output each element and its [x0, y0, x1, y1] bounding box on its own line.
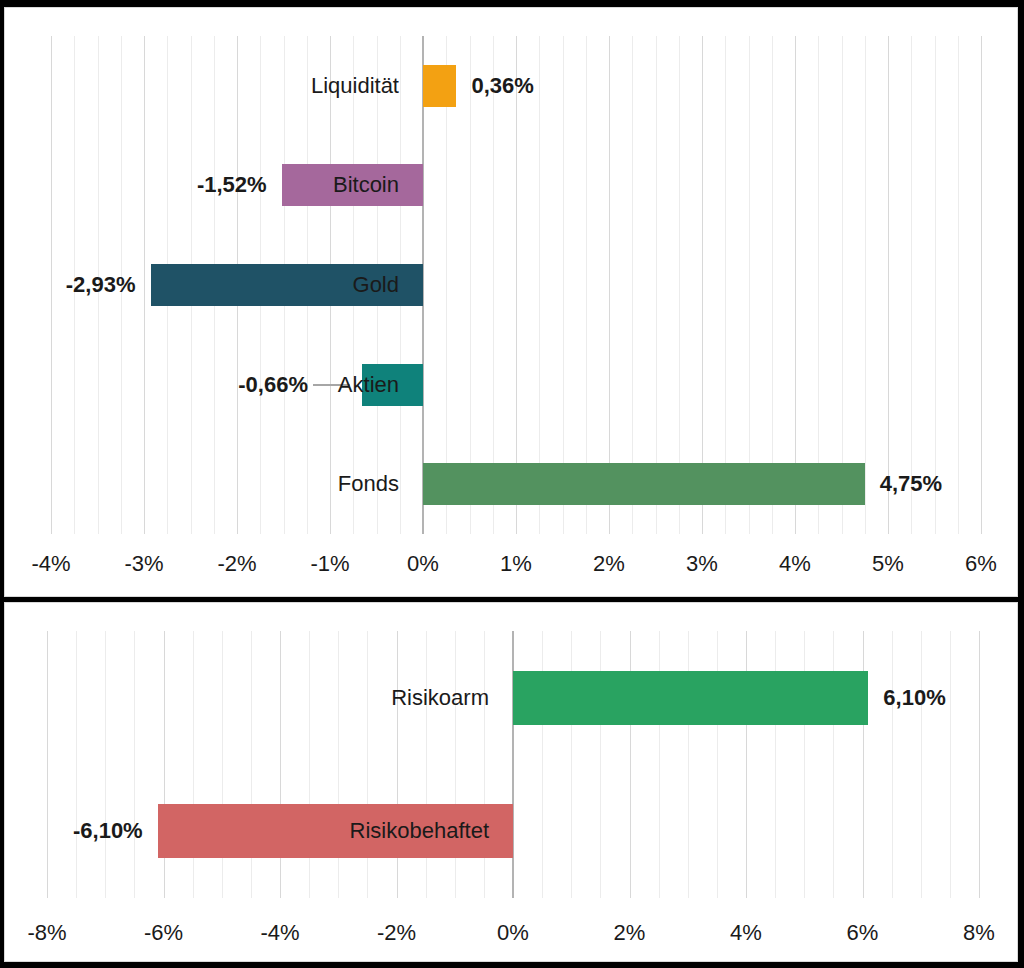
- x-tick-label: -2%: [352, 922, 442, 944]
- x-tick-label: 4%: [701, 922, 791, 944]
- value-label-liquiditat: 0,36%: [471, 75, 533, 97]
- gridline-minor: [105, 631, 106, 898]
- gridline-major: [795, 36, 796, 534]
- gridline-minor: [865, 36, 866, 534]
- gridline-major: [981, 36, 982, 534]
- value-label-risikoarm: 6,10%: [883, 687, 945, 709]
- gridline-minor: [921, 631, 922, 898]
- gridline-minor: [539, 36, 540, 534]
- gridline-minor: [134, 631, 135, 898]
- gridline-minor: [563, 36, 564, 534]
- gridline-minor: [632, 36, 633, 534]
- gridline-minor: [818, 36, 819, 534]
- x-tick-label: 6%: [936, 553, 1024, 575]
- bar-risikoarm: [513, 671, 868, 725]
- gridline-minor: [470, 36, 471, 534]
- gridline-minor: [76, 631, 77, 898]
- category-label-risikoarm: Risikoarm: [391, 687, 489, 709]
- chart-asset-performance: -4%-3%-2%-1%0%1%2%3%4%5%6%Liquidität0,36…: [4, 7, 1018, 597]
- gridline-major: [516, 36, 517, 534]
- x-tick-label: -8%: [2, 922, 92, 944]
- gridline-minor: [772, 36, 773, 534]
- gridline-major: [979, 631, 980, 898]
- x-tick-label: -1%: [285, 553, 375, 575]
- gridline-minor: [446, 36, 447, 534]
- x-tick-label: 6%: [818, 922, 908, 944]
- gridline-minor: [950, 631, 951, 898]
- gridline-minor: [679, 36, 680, 534]
- chart-risk-comparison: -8%-6%-4%-2%0%2%4%6%8%Risikoarm6,10%Risi…: [4, 602, 1018, 962]
- x-tick-label: 8%: [934, 922, 1024, 944]
- value-label-bitcoin: -1,52%: [197, 174, 267, 196]
- gridline-major: [144, 36, 145, 534]
- x-tick-label: 0%: [378, 553, 468, 575]
- value-label-fonds: 4,75%: [880, 473, 942, 495]
- x-tick-label: 5%: [843, 553, 933, 575]
- x-tick-label: -2%: [192, 553, 282, 575]
- gridline-minor: [493, 36, 494, 534]
- category-label-liquiditat: Liquidität: [311, 75, 399, 97]
- gridline-minor: [586, 36, 587, 534]
- value-label-aktien: -0,66%: [238, 374, 308, 396]
- x-tick-label: -4%: [235, 922, 325, 944]
- bar-liquiditat: [423, 65, 456, 107]
- x-tick-label: -4%: [6, 553, 96, 575]
- gridline-minor: [656, 36, 657, 534]
- x-tick-label: 2%: [564, 553, 654, 575]
- category-label-risikobehaftet: Risikobehaftet: [350, 820, 489, 842]
- x-tick-label: 2%: [585, 922, 675, 944]
- x-tick-label: 1%: [471, 553, 561, 575]
- gridline-major: [888, 36, 889, 534]
- x-tick-label: 0%: [468, 922, 558, 944]
- gridline-minor: [911, 36, 912, 534]
- x-tick-label: 3%: [657, 553, 747, 575]
- gridline-major: [51, 36, 52, 534]
- gridline-minor: [935, 36, 936, 534]
- gridline-minor: [725, 36, 726, 534]
- value-label-gold: -2,93%: [66, 274, 136, 296]
- value-label-risikobehaftet: -6,10%: [73, 820, 143, 842]
- x-tick-label: 4%: [750, 553, 840, 575]
- gridline-major: [609, 36, 610, 534]
- gridline-minor: [958, 36, 959, 534]
- category-label-gold: Gold: [353, 274, 399, 296]
- x-tick-label: -6%: [119, 922, 209, 944]
- category-label-bitcoin: Bitcoin: [333, 174, 399, 196]
- category-label-aktien: Aktien: [338, 374, 399, 396]
- gridline-major: [702, 36, 703, 534]
- category-label-fonds: Fonds: [338, 473, 399, 495]
- bar-fonds: [423, 463, 865, 505]
- x-tick-label: -3%: [99, 553, 189, 575]
- gridline-minor: [892, 631, 893, 898]
- gridline-minor: [842, 36, 843, 534]
- gridline-major: [47, 631, 48, 898]
- gridline-minor: [749, 36, 750, 534]
